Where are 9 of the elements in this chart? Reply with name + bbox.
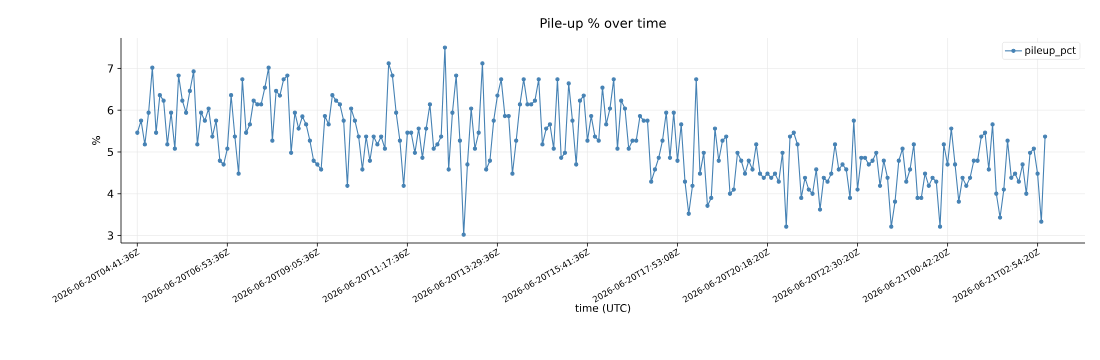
x-axis-title: time (UTC) [575, 303, 631, 314]
y-axis-title: % [92, 136, 101, 145]
y-tick-label: 7 [107, 64, 114, 73]
y-tick-label: 6 [107, 106, 114, 115]
chart-title: Pile-up % over time [540, 17, 666, 31]
y-tick-label: 3 [107, 231, 114, 240]
legend-label: pileup_pct [1025, 46, 1076, 57]
y-tick-label: 4 [107, 189, 114, 198]
y-tick-label: 5 [107, 147, 114, 157]
